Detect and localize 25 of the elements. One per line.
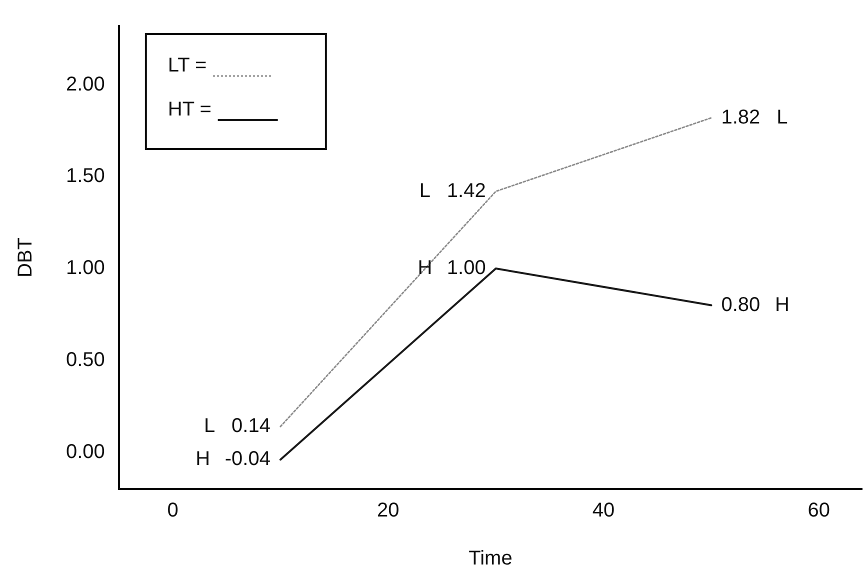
annotation: H: [774, 294, 790, 316]
legend-label: HT =: [168, 98, 212, 121]
annotation: L: [204, 415, 216, 438]
y-tick-label: 0.00: [66, 440, 105, 463]
data-label: 1.42: [446, 180, 486, 202]
x-tick-label: 40: [592, 500, 615, 522]
data-label: -0.04: [224, 448, 270, 470]
x-tick-label: 60: [808, 500, 830, 522]
y-tick-label: 1.00: [66, 257, 105, 280]
y-tick-label: 1.50: [66, 165, 105, 188]
data-label: 1.00: [446, 257, 486, 280]
annotation: H: [196, 448, 210, 470]
annotation: L: [419, 180, 430, 202]
legend-label: LT =: [168, 54, 207, 77]
annotation: L: [776, 106, 788, 128]
data-label: 1.82: [721, 106, 760, 128]
x-tick-label: 0: [167, 500, 178, 522]
x-axis-title: Time: [468, 548, 512, 570]
data-label: 0.80: [721, 294, 760, 316]
y-tick-label: 2.00: [66, 73, 105, 96]
annotation: H: [418, 257, 432, 280]
y-tick-label: 0.50: [66, 348, 105, 371]
x-tick-label: 20: [377, 500, 400, 522]
y-axis-title: DBT: [14, 238, 37, 278]
data-label: 0.14: [232, 415, 270, 438]
